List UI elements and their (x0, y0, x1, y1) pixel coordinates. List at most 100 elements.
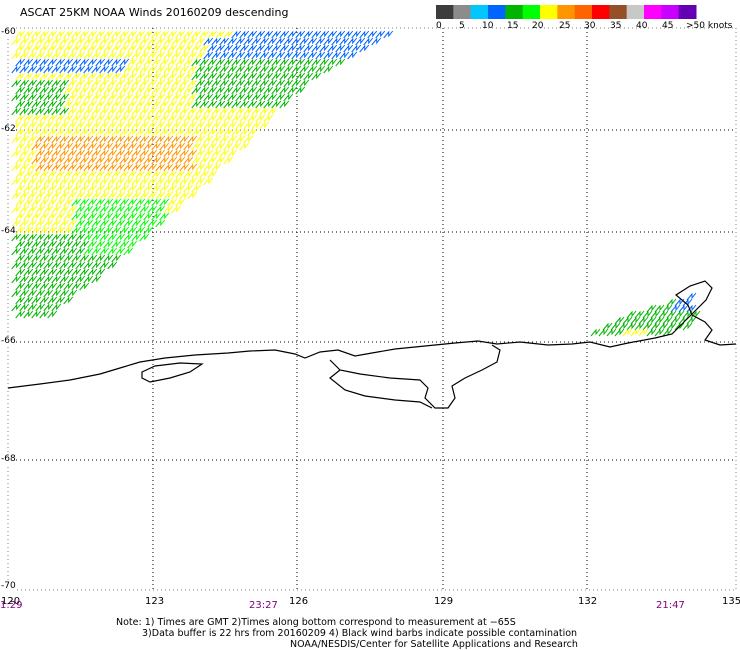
wind-barb (227, 149, 238, 158)
wind-barb (23, 58, 34, 67)
wind-barb (211, 121, 222, 130)
wind-barb (155, 107, 166, 116)
wind-barb (79, 100, 90, 109)
wind-barb (235, 135, 246, 144)
wind-barb (263, 86, 274, 95)
wind-barb (59, 135, 70, 144)
wind-barb (147, 219, 158, 228)
wind-barb (55, 282, 66, 291)
color-scale-swatch (661, 5, 680, 19)
wind-barb (63, 86, 74, 95)
wind-barb (63, 184, 74, 193)
wind-barb (15, 128, 26, 137)
wind-barb (219, 149, 230, 158)
wind-barb (31, 240, 42, 249)
wind-barb (159, 30, 170, 39)
wind-barb (99, 233, 110, 242)
wind-barb (71, 44, 82, 53)
wind-barb (147, 93, 158, 102)
wind-barb (51, 303, 62, 312)
wind-barb (219, 121, 230, 130)
wind-barb (123, 163, 134, 172)
wind-barb (239, 72, 250, 81)
map-frame (7, 27, 737, 591)
wind-barb (179, 107, 190, 116)
wind-barb (131, 163, 142, 172)
wind-barb (59, 177, 70, 186)
wind-barb (139, 177, 150, 186)
wind-barb (71, 212, 82, 221)
wind-barb (11, 247, 22, 256)
longitude-label: 120 (1, 596, 21, 607)
wind-barb (119, 212, 130, 221)
wind-barb (59, 275, 70, 284)
wind-barb (83, 163, 94, 172)
wind-barb (359, 30, 370, 39)
wind-barb (47, 198, 58, 207)
wind-barb (602, 322, 613, 331)
wind-barb (187, 93, 198, 102)
wind-barb (27, 149, 38, 158)
wind-barb (139, 191, 150, 200)
wind-barb (658, 322, 669, 331)
wind-barb (231, 100, 242, 109)
wind-barb (299, 51, 310, 60)
wind-barb (127, 100, 138, 109)
wind-barb (303, 58, 314, 67)
wind-barb (127, 72, 138, 81)
wind-barb (43, 219, 54, 228)
wind-barb (111, 58, 122, 67)
wind-barb (139, 79, 150, 88)
wind-barb (151, 72, 162, 81)
wind-barb (191, 156, 202, 165)
wind-barb (187, 149, 198, 158)
wind-barb (19, 79, 30, 88)
wind-barb (151, 114, 162, 123)
wind-barb (331, 37, 342, 46)
wind-barb (303, 72, 314, 81)
longitude-label: 126 (289, 596, 309, 607)
wind-barb (255, 72, 266, 81)
wind-barb (307, 51, 318, 60)
wind-barb (159, 198, 170, 207)
wind-barb (31, 156, 42, 165)
wind-barb (111, 114, 122, 123)
wind-barb (211, 93, 222, 102)
wind-barb (151, 142, 162, 151)
wind-barb (283, 93, 294, 102)
wind-barb (95, 114, 106, 123)
wind-barb (39, 142, 50, 151)
wind-barb (75, 177, 86, 186)
wind-barb (91, 107, 102, 116)
wind-barb (103, 212, 114, 221)
wind-barb (23, 296, 34, 305)
wind-barb (43, 107, 54, 116)
wind-barb (31, 254, 42, 263)
wind-barb (39, 156, 50, 165)
wind-barb (15, 254, 26, 263)
wind-barb (111, 198, 122, 207)
wind-barb (155, 191, 166, 200)
wind-barb (55, 30, 66, 39)
wind-barb (79, 170, 90, 179)
wind-barb (175, 100, 186, 109)
wind-barb (51, 233, 62, 242)
wind-barb (275, 37, 286, 46)
wind-barb (67, 205, 78, 214)
scale-label: 30 (584, 21, 596, 31)
wind-barb (47, 58, 58, 67)
wind-barb (203, 37, 214, 46)
wind-barb (159, 114, 170, 123)
wind-barb (83, 149, 94, 158)
wind-barb (115, 191, 126, 200)
wind-barb (107, 191, 118, 200)
wind-barb (147, 65, 158, 74)
wind-barb (131, 121, 142, 130)
wind-barb (183, 86, 194, 95)
wind-barb (51, 79, 62, 88)
wind-barb (167, 156, 178, 165)
wind-barb (55, 44, 66, 53)
wind-barb (79, 184, 90, 193)
wind-barb (39, 198, 50, 207)
wind-barb (155, 177, 166, 186)
